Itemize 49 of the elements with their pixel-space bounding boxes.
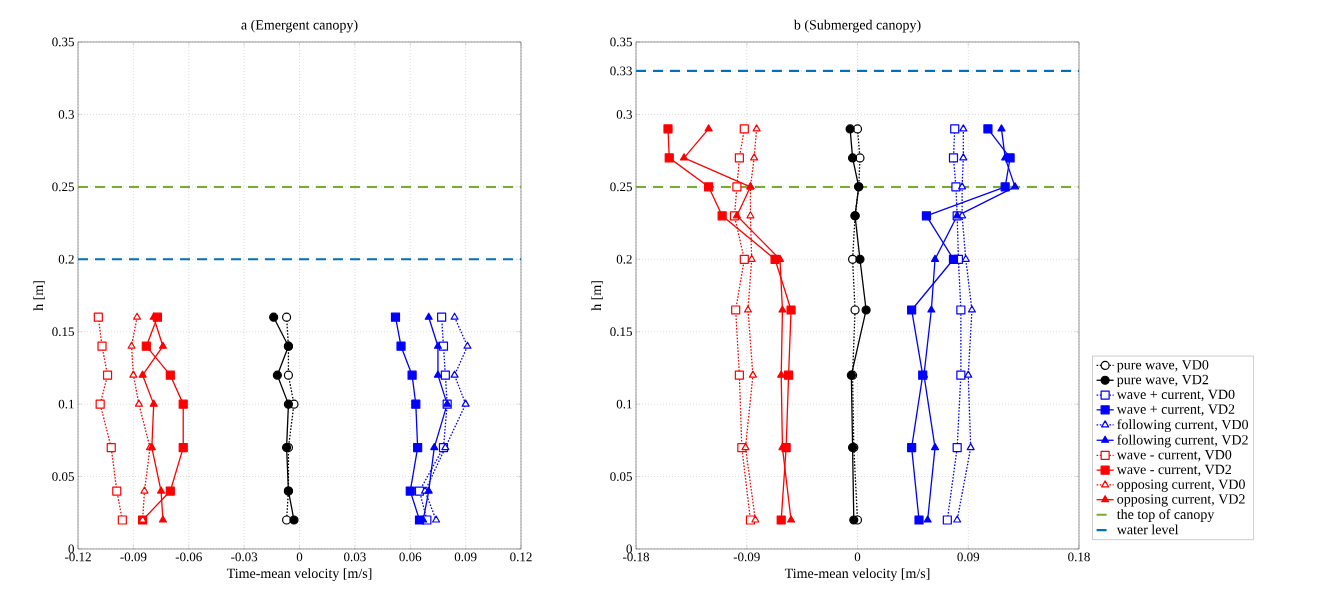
y-tick-label: 0.05 xyxy=(52,472,74,481)
x-tick-label: -0.09 xyxy=(733,552,760,562)
x-tick-label: -0.06 xyxy=(175,552,202,562)
y-tick-label: 0.05 xyxy=(610,472,632,481)
y-axis-title: h [m] xyxy=(33,281,45,311)
legend-label: wave + current, VD0 xyxy=(1116,389,1235,402)
legend-label: following current, VD0 xyxy=(1117,419,1249,433)
y-tick-label: 0.15 xyxy=(610,327,632,337)
legend-label: following current, VD2 xyxy=(1117,434,1248,448)
legend-label: water level xyxy=(1116,524,1179,535)
y-axis-title: h [m] xyxy=(591,281,603,311)
y-tick-label: 0 xyxy=(68,544,74,554)
y-tick-label: 0.35 xyxy=(52,37,74,47)
legend-label: the top of canopy xyxy=(1116,509,1215,522)
y-tick-label: 0.15 xyxy=(52,327,74,337)
x-tick-label: -0.12 xyxy=(64,552,91,562)
y-tick-label: 0.3 xyxy=(58,110,74,119)
y-tick-label: 0.2 xyxy=(58,254,74,264)
legend-label: wave - current, VD2 xyxy=(1116,464,1232,477)
x-tick-label: 0 xyxy=(854,552,861,562)
legend-label: pure wave, VD0 xyxy=(1116,360,1209,373)
x-tick-label: 0.12 xyxy=(510,552,532,562)
legend-label: wave - current, VD0 xyxy=(1116,449,1232,462)
x-tick-label: -0.18 xyxy=(622,552,650,562)
y-tick-label: 0.35 xyxy=(610,37,632,47)
x-tick-label: 0 xyxy=(296,552,303,562)
legend-label: opposing current, VD2 xyxy=(1117,494,1245,507)
x-tick-label: 0.03 xyxy=(344,552,366,562)
legend-label: wave + current, VD2 xyxy=(1116,404,1235,416)
x-tick-label: 0.18 xyxy=(1068,552,1090,562)
y-tick-label: 0.1 xyxy=(616,399,632,409)
legend-label: opposing current, VD0 xyxy=(1117,479,1245,492)
x-axis-title: Time-mean velocity [m/s] xyxy=(784,568,930,581)
legend-label: pure wave, VD2 xyxy=(1116,374,1209,388)
chart-title: a (Emergent canopy) xyxy=(241,19,358,33)
x-tick-label: 0.09 xyxy=(957,552,980,562)
x-tick-label: 0.09 xyxy=(454,552,477,562)
y-tick-label: 0 xyxy=(626,544,632,554)
y-tick-label: 0.1 xyxy=(58,399,74,409)
x-axis-title: Time-mean velocity [m/s] xyxy=(226,568,372,581)
x-tick-label: 0.06 xyxy=(399,552,422,562)
y-tick-label: 0.33 xyxy=(610,66,632,76)
x-tick-label: -0.03 xyxy=(231,552,258,562)
x-tick-label: -0.09 xyxy=(120,552,147,562)
chart-title: b (Submerged canopy) xyxy=(793,19,921,33)
y-tick-label: 0.3 xyxy=(616,110,632,119)
y-tick-label: 0.25 xyxy=(610,182,632,192)
y-tick-label: 0.2 xyxy=(616,254,632,264)
y-tick-label: 0.25 xyxy=(52,182,74,192)
